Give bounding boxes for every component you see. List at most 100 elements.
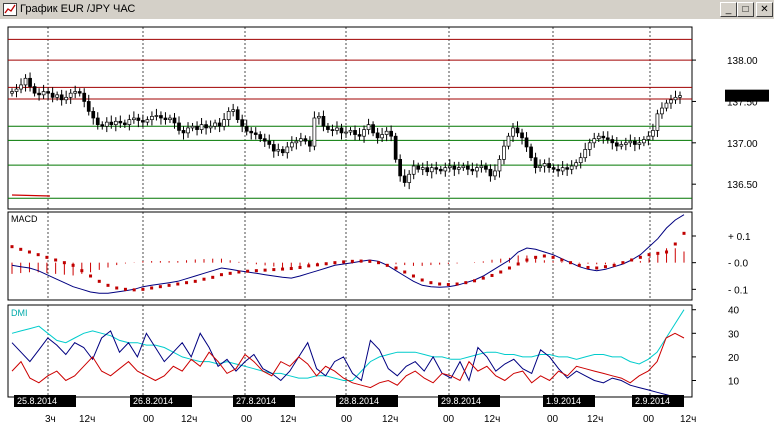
macd-signal-point <box>403 270 407 274</box>
candle-body <box>583 149 588 159</box>
macd-signal-point <box>228 271 232 275</box>
date-label: 1.9.2014 <box>546 396 581 406</box>
time-label: 00 <box>341 414 353 425</box>
macd-signal-point <box>342 260 346 264</box>
macd-signal-point <box>176 282 180 286</box>
candle-body <box>136 117 141 121</box>
chart-area[interactable]: 138.00 137.50 137.00 136.50 137.57 MACD + 0.1 -… <box>0 19 774 431</box>
candle-body <box>493 170 497 177</box>
macd-signal-point <box>263 268 267 272</box>
macd-signal-point <box>36 253 40 257</box>
macd-signal-point <box>542 254 546 258</box>
macd-signal-point <box>298 265 302 269</box>
macd-signal-point <box>193 279 197 283</box>
macd-signal-point <box>525 258 529 262</box>
candle-body <box>642 139 646 144</box>
candle-body <box>497 159 502 172</box>
candle-body <box>479 165 484 168</box>
candle-body <box>55 94 59 98</box>
macd-signal-point <box>534 255 538 259</box>
macd-signal-point <box>368 259 372 263</box>
macd-signal-point <box>202 277 206 281</box>
candle-body <box>556 168 560 172</box>
date-label-box <box>438 395 500 407</box>
candle-body <box>335 127 339 131</box>
candle-body <box>420 167 425 170</box>
candle-body <box>366 124 371 130</box>
macd-signal-point <box>54 258 58 262</box>
candle-body <box>443 167 448 172</box>
date-label: 28.8.2014 <box>339 396 379 406</box>
candle-body <box>637 142 642 145</box>
time-label: 00 <box>143 414 155 425</box>
candle-body <box>660 107 664 115</box>
time-label: 00 <box>643 414 655 425</box>
candle-body <box>484 165 488 170</box>
dmi-plus-di-line <box>11 330 685 400</box>
candle-body <box>141 120 145 123</box>
macd-signal-point <box>603 265 607 269</box>
macd-signal-point <box>141 287 145 291</box>
macd-signal-point <box>307 264 311 268</box>
candle-body <box>240 119 245 127</box>
macd-signal-point <box>551 255 555 259</box>
candle-body <box>456 167 461 170</box>
macd-signal-point <box>27 250 31 254</box>
dmi-ytick-label: 40 <box>728 306 740 317</box>
macd-signal-point <box>621 261 625 265</box>
macd-signal-point <box>438 282 442 286</box>
candle-body <box>673 96 678 101</box>
candle-body <box>529 146 533 159</box>
candle-body <box>330 129 335 131</box>
macd-ytick-label: + 0.1 <box>728 232 751 243</box>
candle-body <box>23 77 28 86</box>
close-button[interactable]: ✕ <box>756 2 773 17</box>
minimize-button[interactable]: _ <box>720 2 737 17</box>
candle-body <box>145 119 150 123</box>
candle-body <box>321 115 326 127</box>
current-price-box <box>725 89 769 102</box>
macd-signal-point <box>185 281 189 285</box>
date-label: 29.8.2014 <box>441 396 481 406</box>
candle-body <box>159 115 163 119</box>
candle-body <box>289 142 294 148</box>
chart-app-icon <box>3 3 17 16</box>
candle-body <box>592 138 597 144</box>
candle-body <box>664 102 669 109</box>
candle-body <box>447 165 452 168</box>
candle-body <box>533 157 538 168</box>
candle-body <box>37 92 41 96</box>
macd-signal-point <box>577 263 581 267</box>
candle-body <box>614 142 619 147</box>
candle-body <box>217 122 222 127</box>
candle-body <box>312 117 317 147</box>
candle-body <box>104 121 109 127</box>
candle-body <box>488 168 493 177</box>
candle-body <box>154 115 159 117</box>
candle-body <box>280 149 285 154</box>
candle-body <box>271 144 276 152</box>
candle-body <box>678 95 682 98</box>
time-label: 12ч <box>280 414 296 425</box>
macd-signal-point <box>507 266 511 270</box>
candle-body <box>429 167 434 173</box>
candle-body <box>100 124 105 127</box>
time-label: 3ч <box>45 414 56 425</box>
macd-signal-point <box>89 274 93 278</box>
candle-body <box>610 139 615 144</box>
candle-body <box>326 125 330 130</box>
macd-signal-point <box>682 231 686 235</box>
macd-signal-point <box>106 283 110 287</box>
macd-signal-point <box>167 283 171 287</box>
candle-body <box>560 167 565 172</box>
maximize-button[interactable]: □ <box>737 2 754 17</box>
window-title: График EUR /JPY ЧАС <box>20 3 136 15</box>
macd-signal-point <box>80 269 84 273</box>
eurjpy-chart[interactable]: 138.00 137.50 137.00 136.50 137.57 MACD + 0.1 -… <box>0 19 774 431</box>
candle-body <box>655 113 660 131</box>
price-ytick-label: 136.50 <box>727 180 758 191</box>
candle-body <box>466 165 470 170</box>
macd-signal-point <box>333 261 337 265</box>
macd-signal-point <box>10 245 14 249</box>
macd-signal-point <box>455 282 459 286</box>
